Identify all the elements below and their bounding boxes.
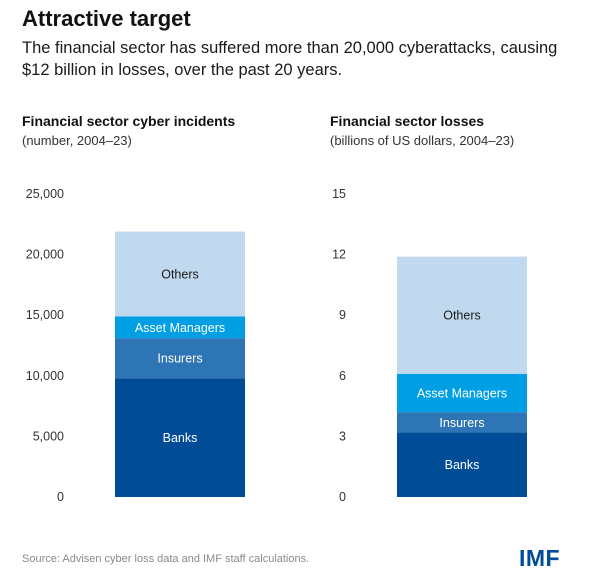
incidents-y-tick-label: 20,000 — [26, 248, 64, 262]
incidents-y-tick-label: 10,000 — [26, 369, 64, 383]
incidents-y-tick-label: 0 — [57, 490, 64, 504]
incidents-segment-label-banks: Banks — [163, 431, 198, 445]
losses-y-tick-label: 0 — [339, 490, 346, 504]
incidents-bar-banks — [115, 378, 245, 497]
losses-y-tick-label: 6 — [339, 369, 346, 383]
incidents-bar-insurers — [115, 338, 245, 379]
source-note: Source: Advisen cyber loss data and IMF … — [22, 553, 310, 565]
losses-y-tick-label: 9 — [339, 308, 346, 322]
left-panel-title: Financial sector cyber incidents — [22, 113, 236, 129]
incidents-bar-others — [115, 231, 245, 317]
incidents-segment-label-asset-managers: Asset Managers — [135, 321, 225, 335]
losses-bar-banks — [397, 432, 527, 497]
incidents-y-tick-label: 25,000 — [26, 187, 64, 201]
left-panel-subtitle: (number, 2004–23) — [22, 133, 132, 148]
losses-bar-asset-managers — [397, 373, 527, 413]
incidents-segment-label-insurers: Insurers — [157, 352, 202, 366]
incidents-y-tick-label: 15,000 — [26, 308, 64, 322]
imf-logo: IMF — [519, 545, 561, 571]
incidents-segment-label-others: Others — [161, 267, 199, 281]
losses-y-tick-label: 3 — [339, 429, 346, 443]
incidents-y-tick-label: 5,000 — [33, 429, 64, 443]
losses-bar-others — [397, 256, 527, 374]
right-panel-subtitle: (billions of US dollars, 2004–23) — [330, 133, 515, 148]
losses-segment-label-insurers: Insurers — [439, 416, 484, 430]
losses-segment-label-banks: Banks — [445, 458, 480, 472]
losses-segment-label-others: Others — [443, 309, 481, 323]
losses-y-tick-label: 12 — [332, 248, 346, 262]
losses-segment-label-asset-managers: Asset Managers — [417, 386, 507, 400]
chart-title: Attractive target — [22, 6, 191, 31]
right-panel-title: Financial sector losses — [330, 113, 485, 129]
losses-bar-insurers — [397, 412, 527, 433]
chart-subtitle: The financial sector has suffered more t… — [22, 39, 558, 79]
incidents-bar-asset-managers — [115, 316, 245, 339]
losses-y-tick-label: 15 — [332, 187, 346, 201]
